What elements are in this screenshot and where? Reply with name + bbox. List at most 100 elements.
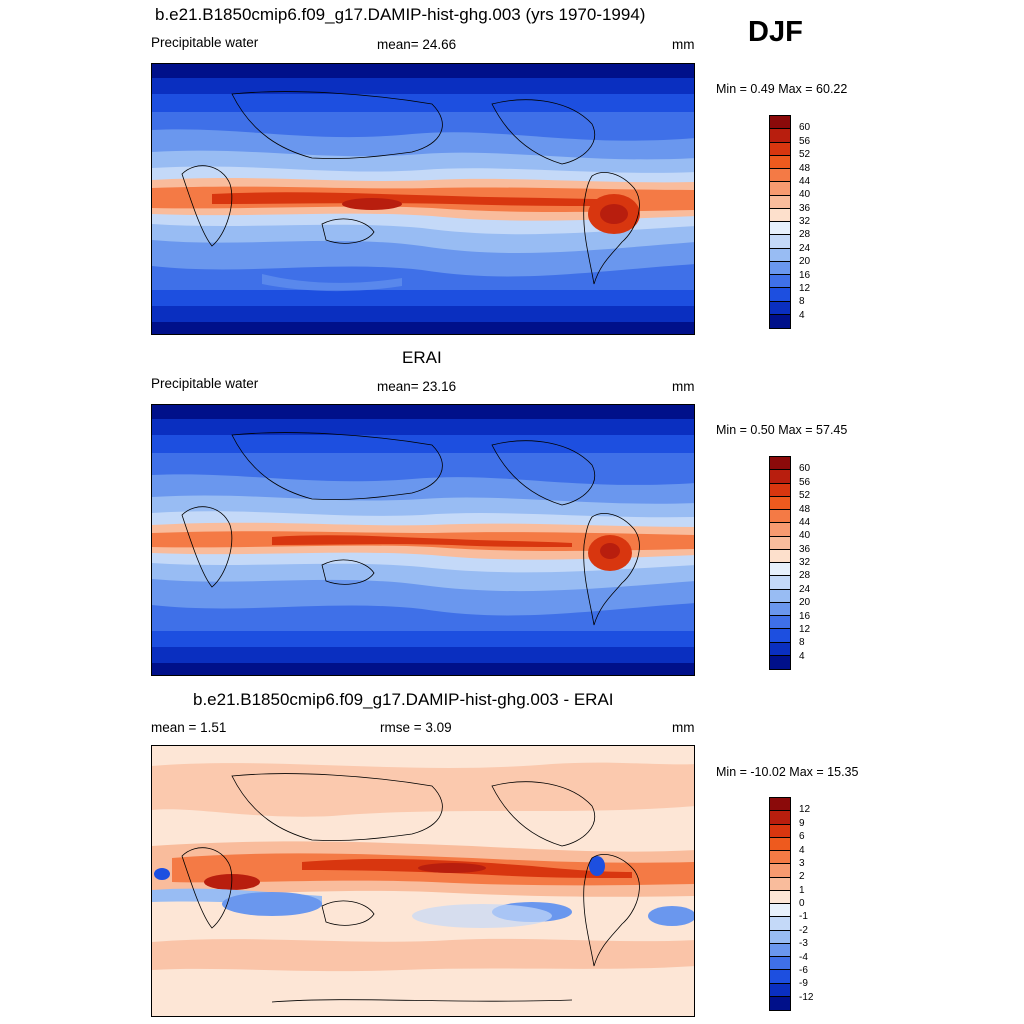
colorbar-box bbox=[770, 629, 790, 643]
colorbar-box bbox=[770, 470, 790, 484]
colorbar-box bbox=[770, 261, 790, 275]
panel1-mean-label: mean= 24.66 bbox=[377, 37, 457, 52]
colorbar-tick-label: 52 bbox=[799, 490, 811, 502]
panel2-colorbar bbox=[769, 456, 791, 670]
panel2-contour-plot bbox=[152, 405, 694, 675]
panel1-colorbar-labels: 60 56 52 48 44 40 36 32 28 24 20 16 12 8 4 bbox=[799, 115, 839, 329]
colorbar-box bbox=[770, 589, 790, 603]
panel3-mean-label: mean = 1.51 bbox=[151, 720, 227, 735]
panel3-colorbar bbox=[769, 797, 791, 1011]
colorbar-box bbox=[770, 523, 790, 537]
colorbar-tick-label: 20 bbox=[799, 597, 811, 609]
colorbar-box bbox=[770, 457, 790, 471]
colorbar-tick-label: 12 bbox=[799, 282, 811, 294]
colorbar-box bbox=[770, 182, 790, 196]
panel1-map bbox=[151, 63, 695, 335]
colorbar-tick-label: -6 bbox=[799, 964, 808, 976]
colorbar-box bbox=[770, 248, 790, 262]
panel3-map bbox=[151, 745, 695, 1017]
colorbar-tick-label: 6 bbox=[799, 831, 805, 843]
panel3-minmax-label: Min = -10.02 Max = 15.35 bbox=[716, 765, 859, 779]
colorbar-tick-label: 52 bbox=[799, 149, 811, 161]
colorbar-box bbox=[770, 824, 790, 838]
colorbar-box bbox=[770, 798, 790, 812]
colorbar-box bbox=[770, 142, 790, 156]
colorbar-box bbox=[770, 208, 790, 222]
colorbar-tick-label: 48 bbox=[799, 503, 811, 515]
colorbar-tick-label: 16 bbox=[799, 610, 811, 622]
colorbar-box bbox=[770, 275, 790, 289]
colorbar-tick-label: 56 bbox=[799, 476, 811, 488]
panel3-units-label: mm bbox=[672, 720, 695, 735]
colorbar-box bbox=[770, 483, 790, 497]
colorbar-box bbox=[770, 917, 790, 931]
panel3-rmse-label: rmse = 3.09 bbox=[380, 720, 452, 735]
colorbar-tick-label: 36 bbox=[799, 543, 811, 555]
colorbar-tick-label: -9 bbox=[799, 978, 808, 990]
panel2-title: ERAI bbox=[402, 348, 442, 367]
colorbar-tick-label: 48 bbox=[799, 162, 811, 174]
panel2-minmax-label: Min = 0.50 Max = 57.45 bbox=[716, 423, 848, 437]
colorbar-tick-label: 1 bbox=[799, 884, 805, 896]
colorbar-box bbox=[770, 602, 790, 616]
panel1-contour-plot bbox=[152, 64, 694, 334]
colorbar-tick-label: 32 bbox=[799, 216, 811, 227]
panel2-units-label: mm bbox=[672, 379, 695, 394]
colorbar-tick-label: 8 bbox=[799, 296, 805, 308]
colorbar-box bbox=[770, 563, 790, 577]
colorbar-tick-label: 20 bbox=[799, 256, 811, 268]
panel1-variable-label: Precipitable water bbox=[151, 35, 259, 50]
colorbar-box bbox=[770, 655, 790, 669]
colorbar-box bbox=[770, 549, 790, 563]
colorbar-tick-label: 12 bbox=[799, 623, 811, 635]
panel3-contour-plot bbox=[152, 746, 694, 1016]
colorbar-tick-label: 4 bbox=[799, 844, 805, 856]
colorbar-box bbox=[770, 301, 790, 315]
colorbar-box bbox=[770, 904, 790, 918]
colorbar-box bbox=[770, 169, 790, 183]
colorbar-tick-label: 16 bbox=[799, 269, 811, 281]
panel2-colorbar-labels: 60 56 52 48 44 40 36 32 28 24 20 16 12 8 4 bbox=[799, 456, 839, 670]
colorbar-tick-label: 44 bbox=[799, 175, 811, 187]
colorbar-tick-label: 8 bbox=[799, 637, 805, 649]
colorbar-tick-label: -2 bbox=[799, 924, 808, 936]
colorbar-tick-label: 40 bbox=[799, 189, 811, 201]
colorbar-tick-label: 28 bbox=[799, 229, 811, 241]
panel3-colorbar-labels: 12 9 6 4 3 2 1 0 -1 -2 -3 -4 -6 -9 -12 bbox=[799, 797, 839, 1011]
colorbar-box bbox=[770, 235, 790, 249]
colorbar-box bbox=[770, 943, 790, 957]
colorbar-box bbox=[770, 851, 790, 865]
panel2-map bbox=[151, 404, 695, 676]
panel1-units-label: mm bbox=[672, 37, 695, 52]
colorbar-tick-label: -12 bbox=[799, 991, 814, 1003]
colorbar-box bbox=[770, 536, 790, 550]
colorbar-box bbox=[770, 496, 790, 510]
panel2-variable-label: Precipitable water bbox=[151, 376, 259, 391]
colorbar-box bbox=[770, 155, 790, 169]
colorbar-tick-label: 24 bbox=[799, 583, 811, 595]
colorbar-box bbox=[770, 996, 790, 1010]
colorbar-tick-label: 56 bbox=[799, 135, 811, 147]
colorbar-tick-label: 2 bbox=[799, 871, 805, 883]
colorbar-box bbox=[770, 616, 790, 630]
colorbar-box bbox=[770, 129, 790, 143]
colorbar-box bbox=[770, 930, 790, 944]
colorbar-tick-label: -4 bbox=[799, 951, 808, 963]
colorbar-tick-label: -1 bbox=[799, 911, 808, 923]
colorbar-box bbox=[770, 642, 790, 656]
colorbar-tick-label: 60 bbox=[799, 122, 811, 134]
colorbar-box bbox=[770, 970, 790, 984]
panel2-mean-label: mean= 23.16 bbox=[377, 379, 457, 394]
colorbar-box bbox=[770, 195, 790, 209]
colorbar-tick-label: 0 bbox=[799, 898, 805, 909]
season-label: DJF bbox=[748, 16, 803, 48]
colorbar-tick-label: 28 bbox=[799, 570, 811, 582]
panel3-title: b.e21.B1850cmip6.f09_g17.DAMIP-hist-ghg.… bbox=[193, 690, 614, 709]
colorbar-tick-label: 4 bbox=[799, 309, 805, 321]
colorbar-box bbox=[770, 314, 790, 328]
colorbar-box bbox=[770, 837, 790, 851]
colorbar-box bbox=[770, 864, 790, 878]
colorbar-box bbox=[770, 983, 790, 997]
colorbar-tick-label: 40 bbox=[799, 530, 811, 542]
colorbar-box bbox=[770, 890, 790, 904]
